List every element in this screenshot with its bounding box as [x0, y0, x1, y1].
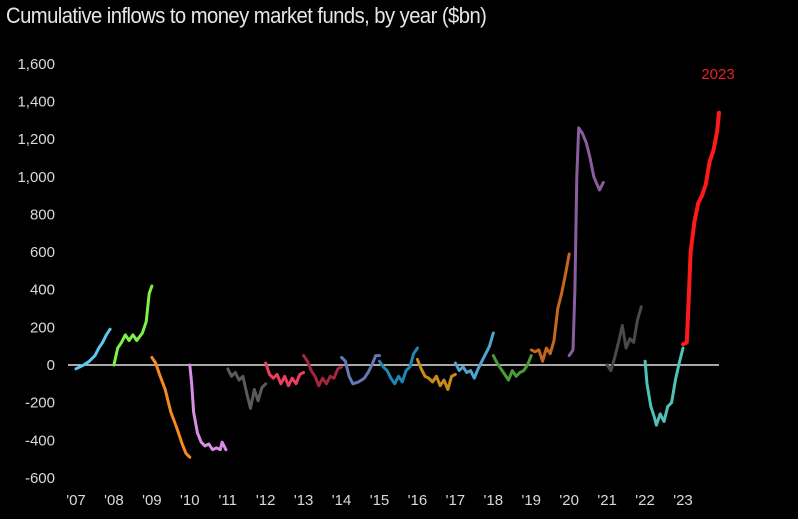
x-tick-label: '07	[66, 492, 86, 509]
x-tick-label: '08	[104, 492, 124, 509]
series-line-2009	[150, 356, 192, 459]
y-tick-label: -600	[25, 470, 55, 487]
y-tick-label: 1,400	[17, 94, 55, 111]
y-tick-label: 600	[30, 244, 55, 261]
x-tick-label: '17	[446, 492, 466, 509]
y-tick-label: 400	[30, 282, 55, 299]
annotation-2023: 2023	[701, 66, 734, 83]
series-line-2011	[226, 367, 268, 410]
series-line-2015	[378, 346, 419, 386]
x-tick-label: '20	[559, 492, 579, 509]
series-line-2020	[567, 126, 605, 358]
series-line-2022	[643, 346, 685, 427]
series-lines	[74, 110, 721, 459]
series-line-2007	[74, 327, 112, 371]
x-tick-label: '19	[521, 492, 541, 509]
x-tick-label: '21	[597, 492, 617, 509]
series-line-2013	[302, 354, 344, 388]
y-axis: 1,600 1,400 1,200 1,000 800 600 400 200 0 -200 -40…	[17, 56, 55, 487]
y-tick-label: 1,000	[17, 169, 55, 186]
x-axis: '07 '08 '09 '10 '11 '12 '13 '14 '15 '16 '17 '18 '19 '…	[66, 492, 693, 509]
x-tick-label: '10	[180, 492, 200, 509]
series-line-2016	[415, 357, 457, 391]
series-line-2010	[188, 363, 228, 452]
y-tick-label: 800	[30, 206, 55, 223]
series-line-2008	[112, 284, 154, 367]
x-tick-label: '09	[142, 492, 162, 509]
series-line-2014	[340, 354, 381, 386]
series-line-2019	[529, 252, 571, 363]
x-tick-label: '14	[332, 492, 352, 509]
series-line-2021	[605, 305, 643, 373]
y-tick-label: 200	[30, 319, 55, 336]
series-line-2018	[491, 354, 533, 382]
x-tick-label: '18	[484, 492, 504, 509]
x-tick-label: '16	[408, 492, 428, 509]
y-tick-label: -400	[25, 432, 55, 449]
x-tick-label: '11	[219, 492, 237, 509]
y-tick-label: 1,600	[17, 56, 55, 73]
x-tick-label: '12	[256, 492, 276, 509]
x-tick-label: '23	[673, 492, 693, 509]
y-tick-label: -200	[25, 395, 55, 412]
y-tick-label: 1,200	[17, 131, 55, 148]
chart-title: Cumulative inflows to money market funds…	[6, 3, 487, 28]
series-line-2012	[264, 361, 306, 388]
x-tick-label: '22	[635, 492, 655, 509]
x-tick-label: '13	[294, 492, 314, 509]
series-line-2017	[453, 331, 495, 380]
series-line-2023	[681, 110, 721, 347]
x-tick-label: '15	[370, 492, 390, 509]
y-tick-label: 0	[47, 357, 55, 374]
